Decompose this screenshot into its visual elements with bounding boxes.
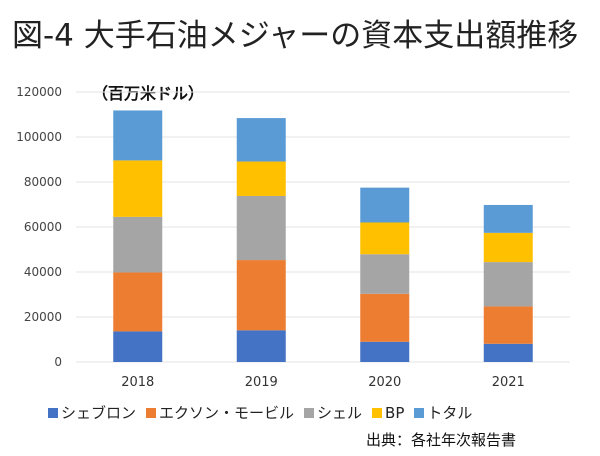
legend-swatch <box>372 407 383 418</box>
y-tick-label: 80000 <box>24 175 62 189</box>
legend-label: エクソン・モービル <box>159 404 295 422</box>
bar-segment <box>113 110 163 161</box>
legend-label: トタル <box>427 404 473 422</box>
legend-swatch <box>48 407 58 418</box>
x-tick-label: 2018 <box>121 375 154 390</box>
legend: シェブロン エクソン・モービル シェル BP トタル <box>48 402 472 423</box>
bar-segment <box>483 343 533 362</box>
legend-swatch <box>304 407 315 418</box>
bar-segment <box>360 293 410 342</box>
y-tick-label: 100000 <box>16 130 62 144</box>
legend-item: エクソン・モービル <box>146 402 294 423</box>
bar-segment <box>483 232 533 263</box>
x-tick-label: 2021 <box>492 375 525 390</box>
bar-segment <box>360 222 410 255</box>
chart-title: 図-4 大手石油メジャーの資本支出額推移 <box>12 18 579 54</box>
legend-item: トタル <box>414 402 472 423</box>
bar-segment <box>113 272 163 332</box>
legend-item: シェブロン <box>48 402 136 423</box>
source-note: 出典：各社年次報告書 <box>366 431 517 449</box>
y-tick-label: 0 <box>54 355 62 369</box>
bar-segment <box>236 118 286 162</box>
legend-swatch <box>414 407 425 418</box>
bar-segment <box>483 204 533 233</box>
bar-segment <box>360 187 410 223</box>
y-tick-label: 120000 <box>16 85 62 99</box>
y-tick-label: 20000 <box>24 310 62 324</box>
x-tick-label: 2019 <box>245 375 278 390</box>
bar-segment <box>236 195 286 261</box>
bar-segment <box>360 341 410 362</box>
y-tick-label: 40000 <box>24 265 62 279</box>
legend-item: BP <box>372 402 404 423</box>
bar-segment <box>483 262 533 307</box>
bar-segment <box>113 216 163 273</box>
y-tick-label: 60000 <box>24 220 62 234</box>
legend-label: BP <box>385 403 405 422</box>
bar-segment <box>236 330 286 362</box>
legend-swatch <box>146 407 157 418</box>
legend-item: シェル <box>304 402 362 423</box>
legend-label: シェブロン <box>61 404 137 422</box>
bar-segment <box>113 160 163 217</box>
bar-segment <box>483 306 533 344</box>
legend-label: シェル <box>317 404 363 422</box>
bar-segment <box>113 331 163 362</box>
bar-segment <box>236 161 286 196</box>
bar-segment <box>236 260 286 331</box>
unit-label: （百万米ドル） <box>92 84 205 103</box>
bar-segment <box>360 254 410 294</box>
x-tick-label: 2020 <box>368 375 401 390</box>
